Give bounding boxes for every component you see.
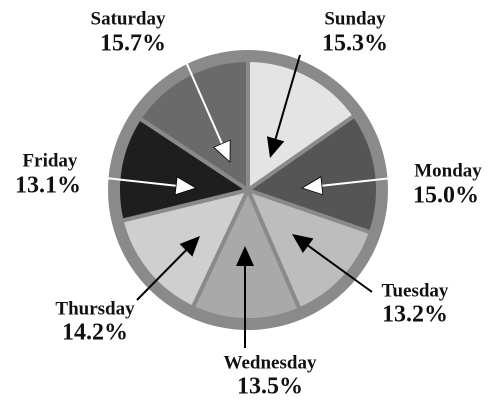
pie-slice: [246, 113, 380, 235]
arrow-head: [179, 236, 200, 257]
arrow-line: [136, 249, 187, 301]
arrow-line: [307, 244, 373, 293]
arrow-head: [266, 136, 285, 158]
arrow-head: [292, 234, 314, 254]
arrow-head: [174, 176, 197, 196]
pie-slice: [246, 58, 357, 192]
slice-name: Saturday: [91, 8, 166, 29]
pie-slice: [246, 188, 373, 312]
arrow-head: [236, 246, 254, 266]
slice-value: 13.2%: [382, 302, 448, 328]
slice-name: Sunday: [324, 8, 386, 29]
arrow-line: [274, 54, 301, 140]
slice-name: Thursday: [55, 298, 135, 319]
slice-value: 13.1%: [15, 173, 81, 199]
pie-slice: [137, 58, 250, 192]
slice-value: 13.5%: [237, 374, 303, 400]
slice-value: 15.0%: [413, 183, 479, 209]
arrow-head: [212, 139, 231, 163]
arrow-line: [321, 175, 411, 187]
slice-name: Wednesday: [224, 352, 317, 373]
slice-name: Tuesday: [382, 280, 449, 301]
pie-slice: [116, 116, 250, 223]
arrow-line: [182, 54, 223, 145]
slice-value: 15.3%: [322, 31, 388, 57]
slice-value: 15.7%: [100, 31, 166, 57]
slice-name: Friday: [23, 150, 78, 171]
slice-value: 14.2%: [62, 320, 128, 346]
arrow-head: [301, 176, 324, 196]
slice-name: Monday: [414, 160, 482, 181]
arrow-line: [87, 175, 177, 187]
